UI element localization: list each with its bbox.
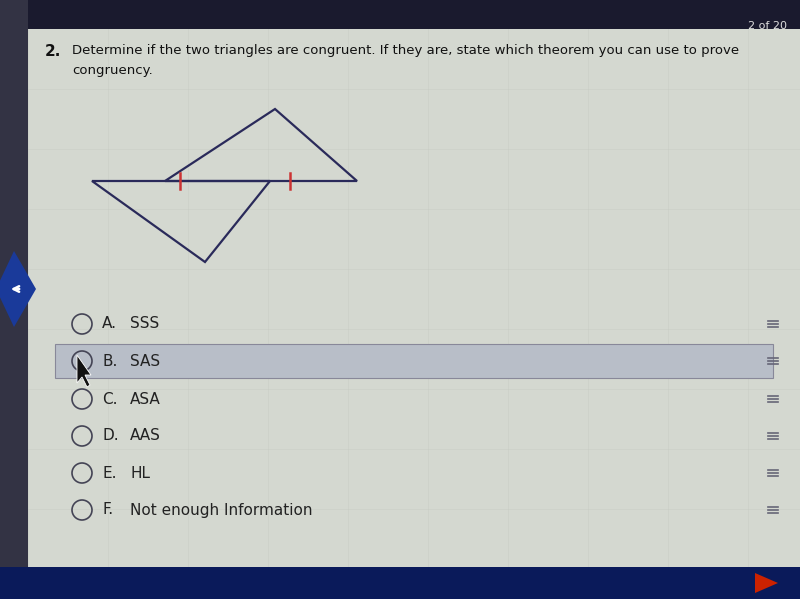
Text: 2.: 2.	[45, 44, 62, 59]
Text: A.: A.	[102, 316, 117, 331]
Polygon shape	[77, 355, 91, 387]
Text: ASA: ASA	[130, 392, 161, 407]
Text: Determine if the two triangles are congruent. If they are, state which theorem y: Determine if the two triangles are congr…	[72, 44, 739, 57]
Text: Not enough Information: Not enough Information	[130, 503, 313, 518]
Polygon shape	[0, 251, 36, 327]
Text: AAS: AAS	[130, 428, 161, 443]
Polygon shape	[755, 573, 778, 593]
Text: congruency.: congruency.	[72, 64, 153, 77]
Text: C.: C.	[102, 392, 118, 407]
Bar	[0, 0, 800, 29]
Text: SSS: SSS	[130, 316, 159, 331]
Text: D.: D.	[102, 428, 118, 443]
Text: B.: B.	[102, 353, 118, 368]
Bar	[0, 567, 800, 599]
Text: HL: HL	[130, 465, 150, 480]
Text: 2 of 20: 2 of 20	[748, 21, 787, 31]
Bar	[55, 344, 773, 378]
Text: E.: E.	[102, 465, 117, 480]
Text: SAS: SAS	[130, 353, 160, 368]
Bar	[0, 0, 28, 599]
Text: F.: F.	[102, 503, 113, 518]
